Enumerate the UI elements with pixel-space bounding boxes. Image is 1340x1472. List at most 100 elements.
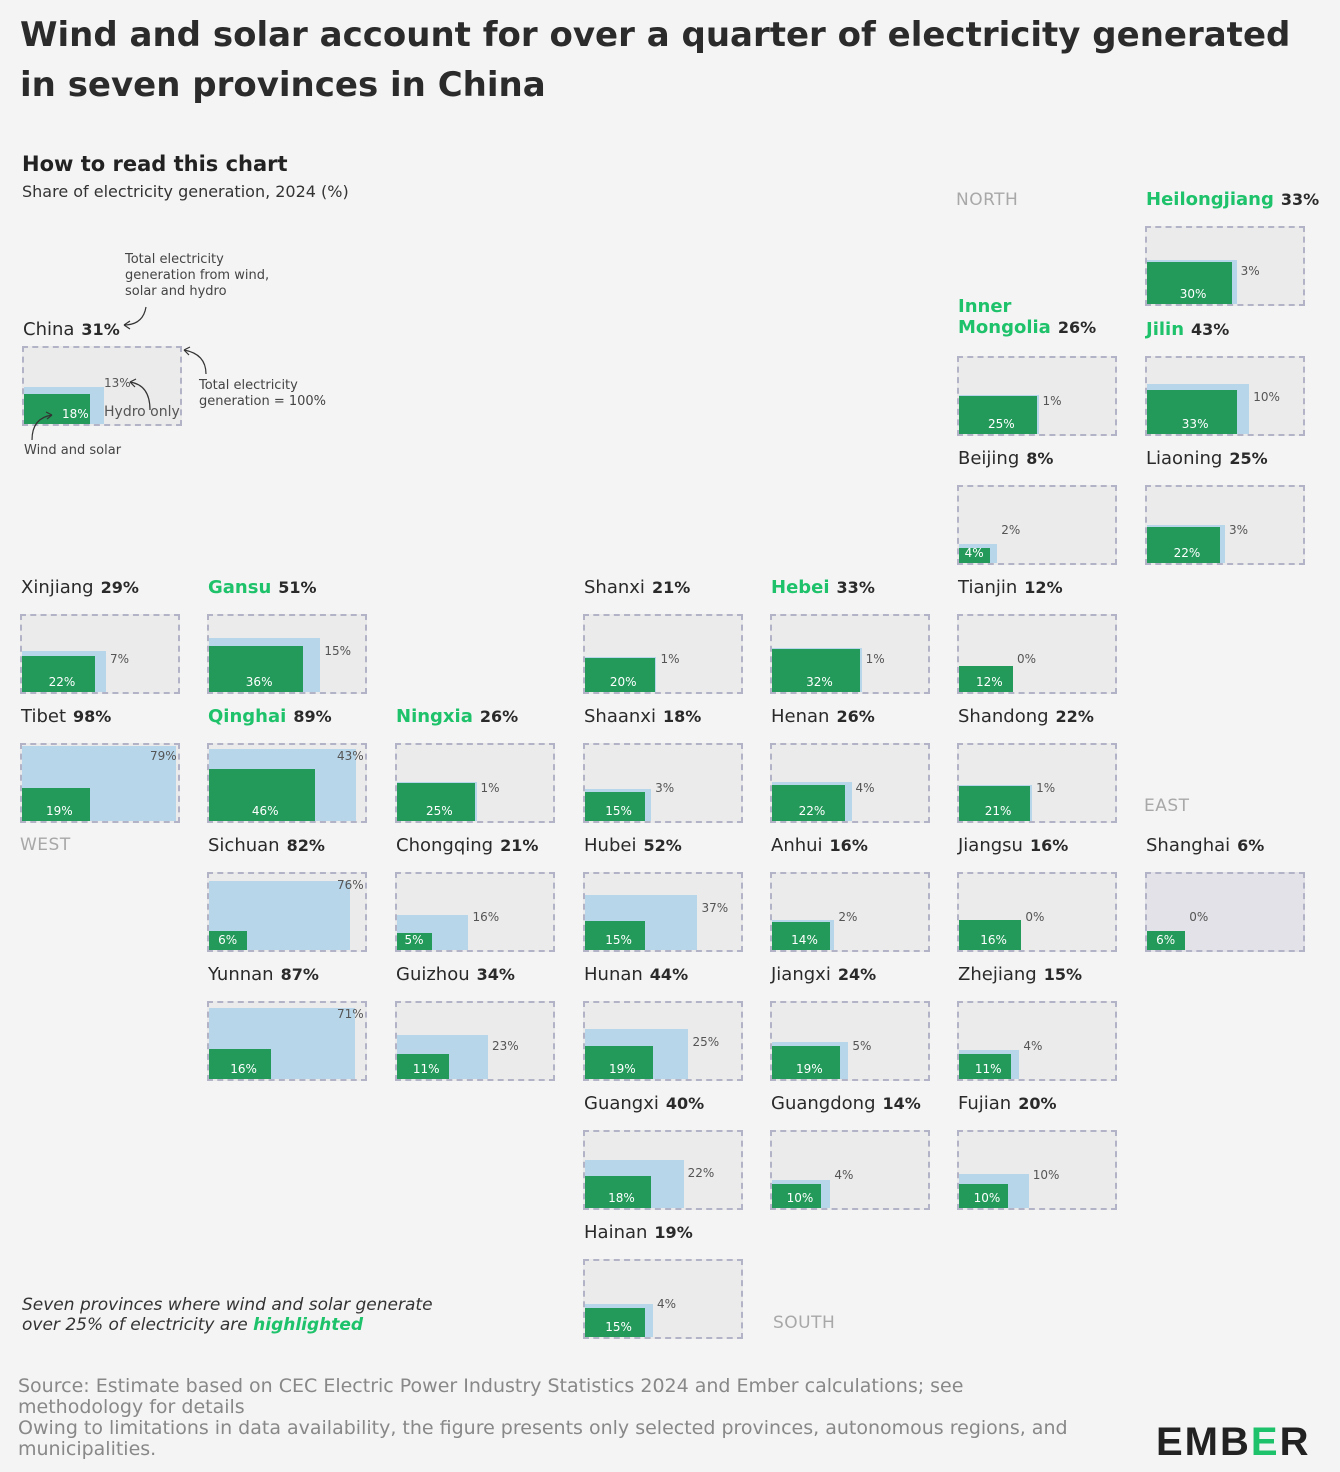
hydro-label: 1%	[1042, 394, 1062, 408]
province-name: Sichuan 82%	[208, 834, 325, 858]
province-shanghai: Shanghai 6% 6% 0%	[1145, 834, 1307, 952]
hydro-label: 3%	[1240, 264, 1260, 278]
hydro-label: 0%	[1025, 910, 1045, 924]
province-name-text: Shanghai	[1146, 835, 1231, 856]
wind-solar-label: 4%	[964, 546, 984, 560]
province-name: Chongqing 21%	[396, 834, 538, 858]
province-hainan: Hainan 19% 15% 4%	[583, 1221, 745, 1339]
province-name-text: Jiangsu	[958, 835, 1023, 856]
province-total: 12%	[1024, 578, 1063, 597]
province-name: Inner Mongolia 26%	[958, 296, 1096, 338]
wind-solar-bar	[959, 547, 991, 563]
hydro-label: 10%	[1253, 390, 1280, 405]
province-name-text: Fujian	[958, 1093, 1012, 1114]
wind-solar-bar	[209, 1048, 272, 1079]
province-name-text: Ningxia	[396, 706, 473, 727]
source-note: Source: Estimate based on CEC Electric P…	[18, 1376, 1078, 1460]
province-total: 19%	[654, 1223, 693, 1242]
wind-solar-label: 46%	[251, 804, 279, 818]
province-total: 44%	[649, 965, 689, 984]
province-name: Hainan 19%	[584, 1221, 693, 1245]
province-jiangxi: Jiangxi 24% 19% 5%	[770, 963, 932, 1081]
province-box: 10% 10%	[957, 1130, 1117, 1210]
province-name-text: Chongqing	[396, 835, 494, 856]
province-name: Shanghai 6%	[1146, 834, 1264, 858]
province-total: 87%	[280, 965, 319, 984]
annotation-total: Total electricity generation from wind, …	[125, 252, 270, 299]
hydro-label: 7%	[110, 652, 130, 666]
province-name-text: Yunnan	[208, 964, 274, 985]
province-total: 15%	[1043, 965, 1082, 984]
province-name-text: Guangxi	[584, 1093, 659, 1114]
province-total: 34%	[476, 965, 515, 984]
wind-solar-bar	[22, 656, 96, 692]
example-total: 31%	[81, 320, 120, 339]
province-ningxia: Ningxia 26% 25% 1%	[395, 705, 557, 823]
province-name-text: Jilin	[1146, 319, 1185, 340]
province-name-text: Beijing	[958, 448, 1020, 469]
province-box: 19% 79%	[20, 743, 180, 823]
logo-right: R	[1279, 1420, 1311, 1464]
province-name-text: Hunan	[584, 964, 643, 985]
province-total: 52%	[643, 836, 682, 855]
arrow-hydro	[129, 381, 151, 411]
province-sichuan: Sichuan 82% 6% 76%	[207, 834, 369, 952]
example-ws-label: 18%	[62, 407, 89, 421]
wind-solar-bar	[772, 1183, 822, 1208]
province-name-text: Xinjiang	[21, 577, 94, 598]
province-name: Zhejiang 15%	[958, 963, 1082, 987]
wind-solar-bar	[772, 649, 861, 692]
province-beijing: Beijing 8% 4% 2%	[957, 447, 1119, 565]
arrow-total	[123, 306, 147, 326]
province-total: 26%	[836, 707, 875, 726]
hydro-label: 43%	[337, 749, 364, 763]
wind-solar-label: 16%	[230, 1062, 257, 1076]
hydro-label: 76%	[337, 878, 364, 892]
wind-solar-bar	[1147, 390, 1237, 434]
province-name-text: Tibet	[21, 706, 66, 727]
source-line-1: Source: Estimate based on CEC Electric P…	[18, 1375, 964, 1418]
province-total: 82%	[286, 836, 325, 855]
howto-heading: How to read this chart	[22, 152, 288, 176]
province-box: 12% 0%	[957, 614, 1117, 694]
province-name-text: Henan	[771, 706, 830, 727]
province-name: Qinghai 89%	[208, 705, 332, 729]
logo-left: EMB	[1156, 1420, 1251, 1464]
wind-solar-label: 30%	[1179, 287, 1207, 301]
wind-solar-label: 15%	[605, 804, 632, 818]
province-total: 43%	[1191, 320, 1230, 339]
hydro-label: 5%	[852, 1039, 872, 1053]
province-zhejiang: Zhejiang 15% 11% 4%	[957, 963, 1119, 1081]
hydro-label: 25%	[692, 1034, 720, 1049]
example-hydro-label: 13%	[104, 376, 131, 390]
province-name: Liaoning 25%	[1146, 447, 1268, 471]
wind-solar-bar	[585, 920, 646, 950]
hydro-label: 4%	[656, 1297, 677, 1311]
wind-solar-bar	[1147, 262, 1233, 304]
province-tibet: Tibet 98% 19% 79%	[20, 705, 182, 823]
wind-solar-label: 6%	[1156, 933, 1176, 947]
province-liaoning: Liaoning 25% 22% 3%	[1145, 447, 1307, 565]
wind-solar-label: 11%	[412, 1062, 440, 1076]
wind-solar-bar	[959, 1053, 1011, 1079]
province-shanxi: Shanxi 21% 20% 1%	[583, 576, 745, 694]
wind-solar-label: 19%	[795, 1062, 823, 1076]
province-total: 22%	[1055, 707, 1094, 726]
wind-solar-label: 36%	[245, 675, 273, 689]
wind-solar-bar	[397, 933, 432, 950]
hydro-label: 37%	[701, 901, 729, 916]
province-total: 51%	[278, 578, 317, 597]
province-total: 20%	[1018, 1094, 1057, 1113]
province-total: 24%	[837, 965, 877, 984]
hydro-label: 4%	[855, 781, 875, 795]
province-box: 21% 1%	[957, 743, 1117, 823]
province-name: Beijing 8%	[958, 447, 1053, 471]
wind-solar-bar	[209, 769, 315, 821]
annotation-wind-solar: Wind and solar	[24, 443, 122, 458]
province-name-text: Shaanxi	[584, 706, 656, 727]
province-shandong: Shandong 22% 21% 1%	[957, 705, 1119, 823]
hydro-label: 4%	[834, 1168, 854, 1182]
province-name: Heilongjiang 33%	[1146, 188, 1319, 212]
province-name: Guangxi 40%	[584, 1092, 704, 1116]
wind-solar-label: 15%	[605, 1320, 632, 1334]
